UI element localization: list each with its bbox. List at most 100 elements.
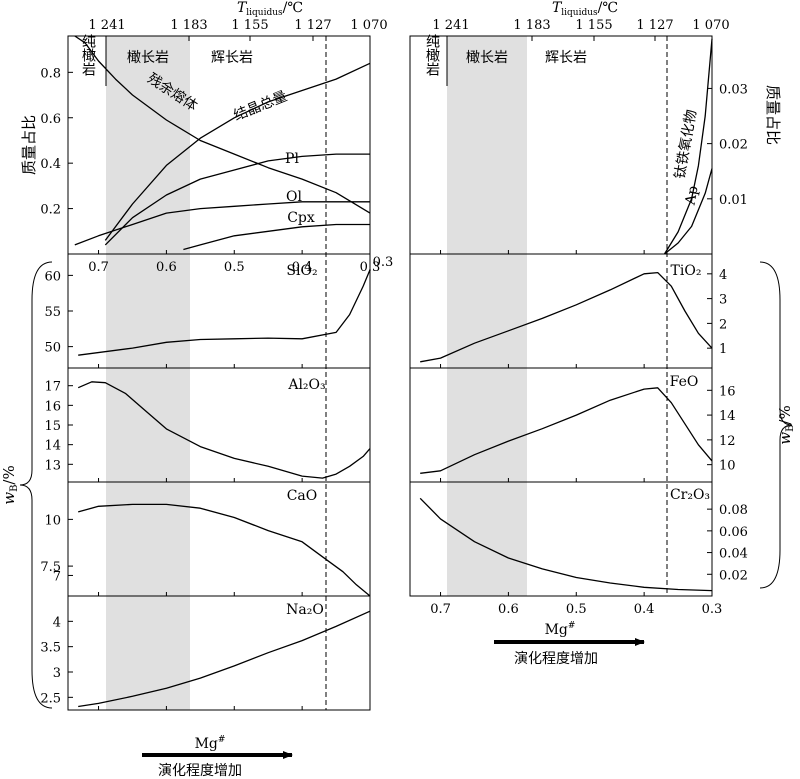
x-tick-label: 0.3 xyxy=(360,260,381,275)
panel-label-na2o: Na₂O xyxy=(286,602,324,618)
series-line xyxy=(74,35,371,214)
y-title-mass-fraction-right: 质量占比 xyxy=(764,85,782,145)
y-title-mass-fraction-left: 质量占比 xyxy=(20,115,38,175)
y-tick-label: 50 xyxy=(44,341,61,356)
series-label-total-crystal: 结晶总量 xyxy=(232,88,290,124)
y-tick-label: 3 xyxy=(53,666,61,681)
x-tick-label: 0.3 xyxy=(702,602,723,617)
axis-break-value: 0.3 xyxy=(373,255,394,270)
y-tick-label: 0.08 xyxy=(719,503,748,518)
x-tick-label: 0.5 xyxy=(566,602,587,617)
y-tick-label: 0.4 xyxy=(40,157,61,172)
top-tick-label: 1 183 xyxy=(170,18,207,33)
top-axis-title-left: Tliquidus/℃ xyxy=(237,0,303,18)
top-tick-label: 1 241 xyxy=(432,18,469,33)
y-tick-label: 0.04 xyxy=(719,547,748,562)
series-line xyxy=(78,610,371,708)
series-line xyxy=(420,271,713,363)
troctolite-shade-left xyxy=(106,36,190,710)
y-tick-label: 10 xyxy=(719,459,736,474)
top-tick-label: 1 127 xyxy=(294,18,331,33)
chart-marks: 0.20.40.60.80.7 0.6 0.5 0.4 0.35055601314151… xyxy=(40,35,748,710)
y-tick-label: 2.5 xyxy=(40,691,61,706)
y-tick-label: 0.02 xyxy=(719,138,748,153)
evolution-label-right: 演化程度增加 xyxy=(514,651,598,667)
panel-left-na2o xyxy=(67,595,371,711)
y-tick-label: 0.8 xyxy=(40,66,61,81)
y-tick-label: 2 xyxy=(719,317,727,332)
y-tick-label: 14 xyxy=(719,409,736,424)
y-tick-label: 13 xyxy=(44,458,61,473)
series-line xyxy=(183,223,370,251)
evolution-label-left: 演化程度增加 xyxy=(158,763,242,779)
panel-label-cao: CaO xyxy=(287,488,318,504)
panel-label-sio2: SiO₂ xyxy=(286,263,317,279)
series-label-cpx: Cpx xyxy=(287,210,315,226)
y-tick-label: 0.6 xyxy=(40,112,61,127)
series-line xyxy=(74,201,370,246)
y-tick-label: 14 xyxy=(44,439,61,454)
y-tick-label: 16 xyxy=(719,384,736,399)
x-tick-label: 0.6 xyxy=(498,602,519,617)
brace-right xyxy=(759,261,793,589)
y-tick-label: 10 xyxy=(44,513,61,528)
y-tick-label: 7.5 xyxy=(40,560,61,575)
x-tick-label: 0.5 xyxy=(224,260,245,275)
series-line xyxy=(420,387,713,474)
x-tick-label: 0.4 xyxy=(634,602,655,617)
rock-label-troctolite-left: 橄长岩 xyxy=(127,50,169,66)
troctolite-shade-right xyxy=(447,36,527,596)
top-tick-label: 1 155 xyxy=(231,18,268,33)
y-tick-label: 15 xyxy=(44,419,61,434)
series-line xyxy=(78,503,371,597)
top-tick-label: 1 070 xyxy=(350,18,387,33)
y-tick-label: 0.03 xyxy=(719,82,748,97)
rock-label-dunite-left: 纯橄岩 xyxy=(80,34,96,76)
y-tick-label: 16 xyxy=(44,399,61,414)
y-title-wb-left: wB/% xyxy=(0,465,20,505)
series-line xyxy=(419,497,713,592)
rock-label-gabbro-right: 辉长岩 xyxy=(545,50,587,66)
panel-label-cr2o3: Cr₂O₃ xyxy=(670,487,710,503)
top-axis-title-right: Tliquidus/℃ xyxy=(552,0,618,18)
x-title-left: Mg# xyxy=(195,735,226,752)
series-label-ol: Ol xyxy=(286,189,302,205)
y-tick-label: 12 xyxy=(719,434,736,449)
series-line xyxy=(663,38,713,255)
y-tick-label: 55 xyxy=(44,305,61,320)
x-title-right: Mg# xyxy=(545,621,576,638)
y-tick-label: 0.2 xyxy=(40,203,61,218)
series-line xyxy=(104,62,371,241)
y-tick-label: 0.02 xyxy=(719,568,748,583)
x-tick-label: 0.4 xyxy=(292,260,313,275)
x-tick-label: 0.7 xyxy=(430,602,451,617)
top-tick-label: 1 127 xyxy=(636,18,673,33)
rock-label-dunite-right: 纯橄岩 xyxy=(424,34,440,76)
panel-label-tio2: TiO₂ xyxy=(671,263,702,279)
series-label-fe-ti-oxide: 钛铁氧化物 xyxy=(672,108,700,180)
brace-left xyxy=(19,261,53,709)
series-label-pl: Pl xyxy=(285,151,299,167)
y-tick-label: 0.06 xyxy=(719,525,748,540)
x-tick-label: 0.7 xyxy=(88,260,109,275)
top-tick-label: 1 183 xyxy=(513,18,550,33)
y-tick-label: 60 xyxy=(44,269,61,284)
y-tick-label: 17 xyxy=(44,380,61,395)
panel-label-feo: FeO xyxy=(670,374,699,390)
series-line xyxy=(664,168,713,255)
y-tick-label: 0.01 xyxy=(719,193,748,208)
panel-right-cr2o3 xyxy=(409,481,713,597)
y-tick-label: 4 xyxy=(53,615,61,630)
top-tick-label: 1 070 xyxy=(692,18,729,33)
top-tick-label: 1 155 xyxy=(575,18,612,33)
y-tick-label: 3.5 xyxy=(40,641,61,656)
top-tick-label: 1 241 xyxy=(88,18,125,33)
top-axis-left: Tliquidus/℃ 1 241 1 183 1 155 1 127 1 07… xyxy=(88,0,388,41)
right-column xyxy=(409,35,713,597)
left-column xyxy=(67,35,371,711)
panel-label-al2o3: Al₂O₃ xyxy=(287,377,325,393)
rock-label-troctolite-right: 橄长岩 xyxy=(466,50,508,66)
top-axis-right: Tliquidus/℃ 1 241 1 183 1 155 1 127 1 07… xyxy=(432,0,730,41)
y-tick-label: 1 xyxy=(719,342,727,357)
